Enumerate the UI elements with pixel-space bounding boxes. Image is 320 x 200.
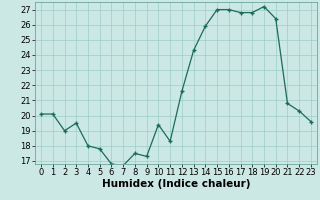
X-axis label: Humidex (Indice chaleur): Humidex (Indice chaleur) <box>102 179 250 189</box>
